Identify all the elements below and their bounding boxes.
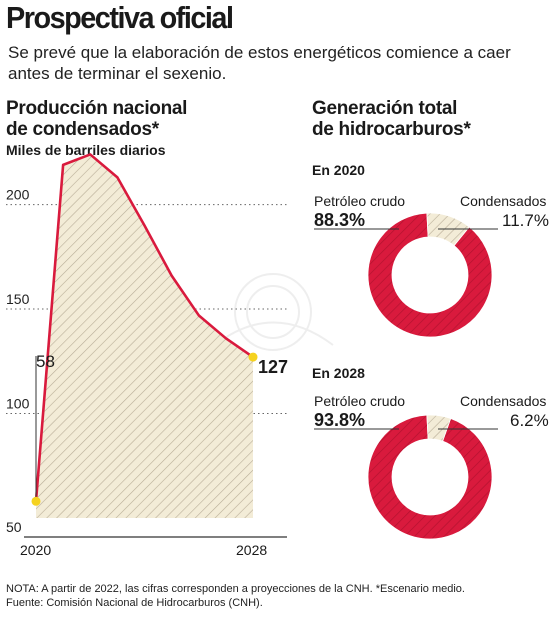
donut-2028-cond-label: Condensados: [460, 393, 547, 409]
data-point-2020: [31, 496, 41, 506]
slice-crude: [367, 212, 493, 338]
left-chart-title-line1: Producción nacional: [6, 98, 188, 119]
donut-2020-cond-label: Condensados: [460, 193, 547, 209]
y-axis-units: Miles de barriles diarios: [6, 142, 166, 158]
right-chart-title-line1: Generación total: [312, 98, 458, 119]
y-tick-label-100: 100: [6, 396, 30, 412]
donut-2028-crude-label: Petróleo crudo: [314, 393, 406, 409]
right-chart-title-line2: de hidrocarburos*: [312, 119, 471, 140]
watermark-emblem: [214, 273, 334, 351]
footnote-note: NOTA: A partir de 2022, las cifras corre…: [6, 583, 465, 595]
donut-2020-cond-value: 11.7%: [502, 211, 549, 230]
slice-crude: [367, 414, 493, 540]
area-fill: [36, 154, 253, 518]
donut-2028-cond-value: 6.2%: [510, 411, 549, 430]
series-line: [34, 153, 254, 502]
page-title: Prospectiva oficial: [6, 0, 234, 35]
donut-2028-year: En 2028: [312, 365, 365, 381]
footnote: NOTA: A partir de 2022, las cifras corre…: [6, 582, 546, 610]
y-tick-label-50: 50: [6, 519, 22, 535]
donut-2020-crude-value: 88.3%: [314, 210, 366, 230]
data-label-start: 58: [36, 352, 55, 371]
donut-2020-crude-label: Petróleo crudo: [314, 193, 406, 209]
left-chart-title: Producción nacional de condensados*: [6, 98, 187, 140]
donut-2028-crude-value: 93.8%: [314, 410, 366, 430]
y-tick-label-200: 200: [6, 187, 30, 203]
x-tick-label-2028: 2028: [236, 542, 268, 558]
y-tick-label-150: 150: [6, 291, 30, 307]
donut-2020-year: En 2020: [312, 162, 365, 178]
slice-condensados: [426, 414, 452, 442]
right-chart-title: Generación total de hidrocarburos*: [312, 98, 471, 140]
donut-chart-2028: [314, 414, 498, 540]
left-chart-title-line2: de condensados*: [6, 119, 159, 140]
footnote-source: Fuente: Comisión Nacional de Hidrocarbur…: [6, 597, 263, 609]
area-chart: 50 100 150 200: [6, 153, 287, 538]
data-point-2028: [248, 352, 258, 362]
x-tick-label-2020: 2020: [20, 542, 52, 558]
donut-chart-2020: [314, 212, 498, 338]
data-label-end: 127: [258, 357, 289, 377]
page-subtitle: Se prevé que la elaboración de estos ene…: [8, 43, 511, 83]
